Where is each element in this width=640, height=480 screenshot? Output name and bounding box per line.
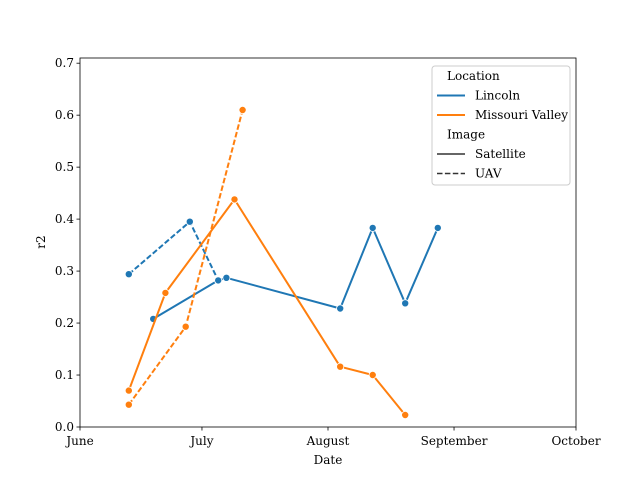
- legend-label: UAV: [475, 167, 502, 181]
- x-tick-label: October: [551, 434, 600, 448]
- data-point: [214, 276, 223, 285]
- data-point: [161, 288, 170, 297]
- legend-title-location: Location: [447, 69, 500, 83]
- legend-box: [431, 65, 571, 186]
- data-point: [433, 223, 442, 232]
- legend-label: Satellite: [475, 147, 526, 161]
- data-point: [238, 106, 247, 115]
- x-tick-label: July: [188, 434, 213, 448]
- data-point: [124, 400, 133, 409]
- data-point: [368, 370, 377, 379]
- series-missouri-valley-satellite: [124, 195, 410, 419]
- x-tick-label: August: [306, 434, 350, 448]
- y-tick-label: 0.4: [55, 212, 74, 226]
- legend-label: Missouri Valley: [475, 108, 568, 122]
- data-point: [401, 410, 410, 419]
- y-tick-label: 0.5: [55, 160, 74, 174]
- series-lincoln-uav: [124, 217, 223, 285]
- data-point: [185, 217, 194, 226]
- data-point: [401, 299, 410, 308]
- data-point: [124, 386, 133, 395]
- y-tick-label: 0.3: [55, 264, 74, 278]
- x-tick-label: September: [421, 434, 488, 448]
- data-point: [181, 322, 190, 331]
- data-point: [336, 304, 345, 313]
- data-point: [230, 195, 239, 204]
- series-missouri-valley-uav: [124, 106, 247, 409]
- axes-layer: June July August September October 0.0 0.1 0.2 0…: [55, 56, 601, 448]
- x-tick-label: June: [64, 434, 93, 448]
- y-tick-label: 0.0: [55, 420, 74, 434]
- y-tick-label: 0.2: [55, 316, 74, 330]
- y-tick-label: 0.1: [55, 368, 74, 382]
- y-tick-label: 0.7: [55, 56, 74, 70]
- series-layer: [124, 106, 442, 419]
- legend-label: Lincoln: [475, 89, 520, 103]
- y-axis-label: r2: [34, 235, 48, 248]
- legend-title-image: Image: [447, 128, 485, 142]
- x-axis-label: Date: [314, 453, 343, 467]
- data-point: [222, 273, 231, 282]
- legend: Location Lincoln Missouri Valley Image Satel…: [431, 65, 571, 186]
- series-line: [127, 198, 406, 416]
- data-point: [368, 223, 377, 232]
- data-point: [124, 270, 133, 279]
- y-tick-label: 0.6: [55, 108, 74, 122]
- data-point: [336, 362, 345, 371]
